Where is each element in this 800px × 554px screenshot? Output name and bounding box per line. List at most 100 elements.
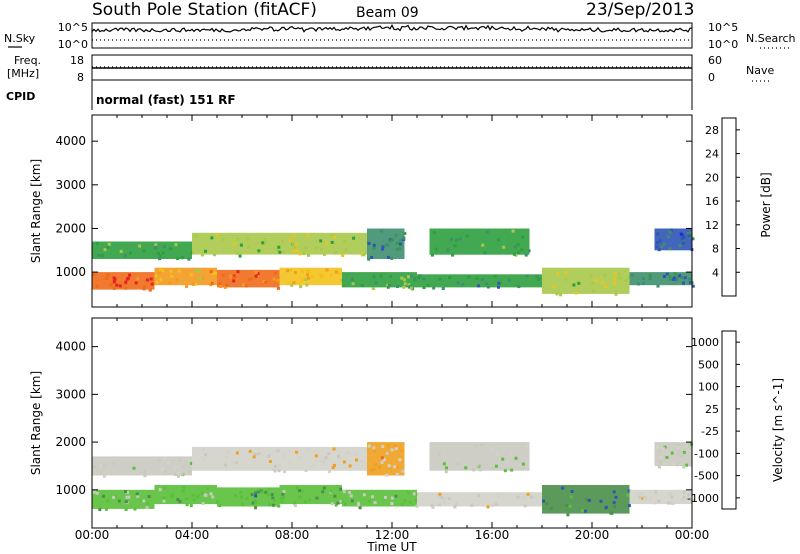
power-colorbar-frame: [721, 117, 737, 297]
power-echo-speckle: [215, 233, 219, 237]
power-echo-speckle: [238, 254, 242, 258]
power-echo-speckle: [521, 235, 525, 239]
power-echo-speckle: [655, 245, 659, 249]
power-echo-speckle: [200, 276, 204, 280]
noise-left-tick-low: 10^0: [58, 38, 88, 51]
power-colorbar-tick-label: 28: [705, 124, 719, 137]
velocity-colorbar-tick-label: -100: [694, 447, 719, 460]
power-echo-speckle: [467, 275, 471, 279]
velocity-echo-speckle: [542, 499, 545, 503]
velocity-echo-speckle: [239, 491, 243, 494]
power-echo-speckle: [128, 251, 132, 255]
velocity-echo-speckle: [525, 445, 529, 449]
power-echo-speckle: [497, 281, 501, 285]
power-echo-speckle: [344, 248, 348, 252]
freq-tick-high: 18: [70, 54, 84, 67]
power-echo-speckle: [276, 278, 280, 282]
power-echo-speckle: [691, 284, 695, 288]
power-echo-speckle: [395, 241, 399, 245]
power-echo-speckle: [516, 251, 520, 255]
velocity-echo-speckle: [357, 504, 361, 508]
power-echo-speckle: [512, 252, 516, 256]
velocity-echo-speckle: [372, 446, 376, 450]
velocity-echo-speckle: [358, 506, 362, 510]
power-echo-speckle: [409, 286, 413, 290]
power-echo-speckle: [658, 239, 662, 243]
velocity-echo-speckle: [224, 466, 228, 470]
power-echo-band-8: [92, 241, 192, 259]
velocity-echo-speckle: [112, 495, 116, 499]
power-echo-speckle: [194, 269, 198, 273]
velocity-echo-speckle: [382, 458, 386, 462]
noise-sky-line: [91, 24, 693, 33]
velocity-echo-speckle: [656, 446, 660, 450]
velocity-echo-speckle: [267, 454, 271, 458]
power-echo-speckle: [168, 281, 172, 285]
velocity-echo-speckle: [224, 463, 227, 467]
velocity-echo-speckle: [133, 507, 137, 511]
power-colorbar-tick-label: 8: [712, 243, 719, 256]
power-echo-speckle: [225, 283, 229, 287]
velocity-echo-speckle: [260, 490, 264, 494]
power-echo-speckle: [158, 257, 162, 261]
power-echo-speckle: [185, 285, 189, 289]
velocity-echo-speckle: [277, 463, 281, 467]
velocity-echo-speckle: [101, 494, 105, 498]
power-echo-speckle: [497, 285, 500, 289]
velocity-echo-speckle: [201, 448, 205, 452]
power-echo-speckle: [97, 254, 101, 257]
nave-tick-high: 60: [708, 54, 722, 67]
power-echo-speckle: [289, 238, 293, 242]
power-echo-speckle: [161, 251, 165, 255]
power-echo-speckle: [388, 283, 391, 287]
velocity-echo-speckle: [403, 499, 407, 503]
velocity-echo-speckle: [682, 495, 686, 499]
power-echo-speckle: [302, 252, 306, 256]
power-echo-speckle: [637, 282, 641, 286]
velocity-echo-speckle: [337, 455, 340, 458]
velocity-echo-speckle: [147, 495, 151, 498]
velocity-echo-speckle: [344, 502, 347, 506]
velocity-echo-speckle: [682, 465, 686, 469]
velocity-echo-speckle: [166, 461, 170, 465]
power-echo-speckle: [325, 242, 329, 246]
power-echo-speckle: [689, 235, 693, 239]
velocity-echo-speckle: [124, 490, 127, 493]
velocity-echo-speckle: [162, 499, 166, 503]
velocity-echo-speckle: [185, 497, 189, 501]
velocity-echo-speckle: [478, 468, 482, 472]
velocity-echo-speckle: [146, 501, 149, 505]
velocity-echo-speckle: [685, 497, 689, 500]
velocity-echo-speckle: [293, 501, 297, 505]
velocity-echo-speckle: [99, 463, 103, 467]
power-echo-speckle: [360, 284, 364, 287]
power-echo-speckle: [169, 269, 173, 273]
velocity-echo-speckle: [143, 474, 147, 478]
velocity-echo-band-0: [92, 489, 155, 509]
time-tick-label: 16:00: [475, 528, 510, 542]
power-echo-speckle: [236, 270, 240, 274]
velocity-echo-speckle: [293, 504, 297, 507]
power-echo-band-7: [629, 272, 692, 286]
power-echo-speckle: [286, 269, 289, 273]
velocity-echo-speckle: [300, 489, 304, 493]
power-echo-speckle: [502, 245, 506, 249]
power-echo-speckle: [351, 282, 355, 286]
velocity-echo-speckle: [234, 461, 238, 465]
velocity-echo-speckle: [687, 444, 690, 448]
velocity-echo-speckle: [338, 456, 342, 460]
power-echo-speckle: [115, 283, 119, 287]
power-echo-speckle: [300, 269, 304, 273]
velocity-echo-speckle: [331, 466, 335, 470]
power-echo-speckle: [679, 232, 683, 236]
power-echo-band-6: [542, 267, 630, 294]
velocity-echo-speckle: [126, 490, 129, 494]
velocity-y-axis-label: Slant Range [km]: [29, 371, 43, 475]
power-echo-speckle: [154, 274, 158, 278]
velocity-echo-speckle: [245, 497, 249, 500]
velocity-echo-speckle: [282, 495, 285, 499]
velocity-echo-speckle: [676, 463, 680, 467]
power-echo-speckle: [455, 238, 458, 242]
date-label: 23/Sep/2013: [586, 0, 694, 20]
velocity-echo-speckle: [430, 503, 434, 507]
